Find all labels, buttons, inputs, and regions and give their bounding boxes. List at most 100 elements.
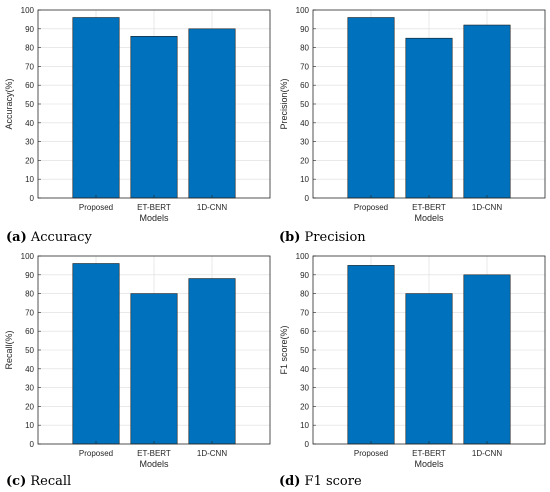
y-tick-label: 90	[300, 25, 309, 34]
y-tick-label: 80	[25, 290, 34, 299]
axes-box	[37, 9, 271, 199]
y-tick-label: 20	[300, 156, 309, 165]
x-tick-label: Proposed	[79, 203, 113, 212]
bar-proposed	[347, 265, 395, 445]
bar-proposed	[347, 17, 395, 199]
y-tick-label: 90	[300, 271, 309, 280]
y-tick-label: 20	[300, 402, 309, 411]
axes-box	[312, 255, 546, 445]
y-tick-label: 40	[25, 119, 34, 128]
chart-recall: 0 10 20 30 40 50 60 70 80 90 100 Proposed ET-BERT 1D-…	[4, 252, 271, 469]
y-tick-label: 50	[300, 346, 309, 355]
x-axis-label: Models	[139, 459, 169, 469]
axes-box	[312, 9, 546, 199]
chart-accuracy: 0 10 20 30 40 50 60 70 80 90 100 Proposed ET-BERT 1D-…	[4, 6, 271, 223]
axes-box	[37, 255, 271, 445]
chart-panel-recall: 0 10 20 30 40 50 60 70 80 90 100 Proposed ET-BERT 1D-…	[0, 246, 275, 476]
y-axis-label: Recall(%)	[4, 330, 14, 369]
y-tick-label: 70	[25, 62, 34, 71]
y-tick-label: 80	[25, 44, 34, 53]
caption-letter: (c)	[6, 474, 27, 489]
y-tick-label: 30	[25, 138, 34, 147]
y-tick-label: 0	[305, 440, 310, 449]
y-tick-label: 60	[25, 327, 34, 336]
x-tick-label: 1D-CNN	[472, 449, 502, 458]
y-tick-label: 100	[296, 6, 310, 15]
x-tick-label: ET-BERT	[137, 203, 171, 212]
x-axis-label: Models	[414, 213, 444, 223]
caption-text: F1 score	[304, 474, 362, 489]
y-tick-label: 100	[21, 252, 35, 261]
bar-et-bert	[130, 293, 178, 445]
y-tick-label: 100	[21, 6, 35, 15]
caption-letter: (d)	[279, 474, 301, 489]
y-axis-label: Accuracy(%)	[4, 78, 14, 129]
bar-et-bert	[405, 37, 453, 199]
y-tick-label: 90	[25, 25, 34, 34]
y-tick-label: 30	[25, 384, 34, 393]
y-tick-label: 100	[296, 252, 310, 261]
y-tick-label: 90	[25, 271, 34, 280]
y-axis-label: Precision(%)	[279, 78, 289, 129]
y-tick-label: 80	[300, 44, 309, 53]
chart-panel-precision: 0 10 20 30 40 50 60 70 80 90 100 Proposed ET-BERT 1D-…	[275, 0, 550, 230]
bar-et-bert	[405, 293, 453, 445]
caption-letter: (b)	[279, 230, 301, 245]
bar-proposed	[72, 17, 120, 199]
chart-precision: 0 10 20 30 40 50 60 70 80 90 100 Proposed ET-BERT 1D-…	[279, 6, 546, 223]
x-tick-label: ET-BERT	[412, 203, 446, 212]
y-tick-label: 0	[305, 194, 310, 203]
chart-panel-accuracy: 0 10 20 30 40 50 60 70 80 90 100 Proposed ET-BERT 1D-…	[0, 0, 275, 230]
y-tick-label: 10	[25, 421, 34, 430]
y-tick-label: 80	[300, 290, 309, 299]
bar-1d-cnn	[463, 24, 511, 199]
y-tick-label: 50	[25, 346, 34, 355]
x-tick-label: Proposed	[354, 449, 388, 458]
caption-letter: (a)	[6, 230, 27, 245]
y-tick-label: 70	[25, 308, 34, 317]
caption-accuracy: (a) Accuracy	[6, 230, 92, 245]
y-tick-label: 60	[300, 327, 309, 336]
y-tick-label: 0	[30, 194, 35, 203]
y-tick-label: 60	[25, 81, 34, 90]
y-tick-label: 70	[300, 62, 309, 71]
y-tick-label: 0	[30, 440, 35, 449]
x-tick-label: Proposed	[354, 203, 388, 212]
y-tick-label: 40	[25, 365, 34, 374]
x-tick-label: ET-BERT	[412, 449, 446, 458]
y-tick-label: 20	[25, 156, 34, 165]
bar-1d-cnn	[463, 274, 511, 445]
bar-1d-cnn	[188, 28, 236, 199]
caption-recall: (c) Recall	[6, 474, 71, 489]
x-tick-label: Proposed	[79, 449, 113, 458]
x-tick-label: 1D-CNN	[197, 203, 227, 212]
chart-panel-f1-score: 0 10 20 30 40 50 60 70 80 90 100 Proposed ET-BERT 1D-…	[275, 246, 550, 476]
x-axis-label: Models	[414, 459, 444, 469]
y-tick-label: 70	[300, 308, 309, 317]
caption-precision: (b) Precision	[279, 230, 366, 245]
y-axis-label: F1 score(%)	[279, 325, 289, 374]
y-tick-label: 50	[25, 100, 34, 109]
caption-text: Precision	[304, 230, 366, 245]
bar-1d-cnn	[188, 278, 236, 445]
y-tick-label: 20	[25, 402, 34, 411]
y-tick-label: 30	[300, 138, 309, 147]
y-tick-label: 10	[300, 175, 309, 184]
chart-f1-score: 0 10 20 30 40 50 60 70 80 90 100 Proposed ET-BERT 1D-…	[279, 252, 546, 469]
x-tick-label: 1D-CNN	[472, 203, 502, 212]
y-tick-label: 40	[300, 365, 309, 374]
bar-proposed	[72, 263, 120, 445]
y-tick-label: 30	[300, 384, 309, 393]
y-tick-label: 10	[300, 421, 309, 430]
y-tick-label: 60	[300, 81, 309, 90]
y-tick-label: 50	[300, 100, 309, 109]
caption-f1-score: (d) F1 score	[279, 474, 362, 489]
caption-text: Recall	[30, 474, 72, 489]
caption-text: Accuracy	[30, 230, 92, 245]
x-tick-label: ET-BERT	[137, 449, 171, 458]
x-tick-label: 1D-CNN	[197, 449, 227, 458]
bar-et-bert	[130, 36, 178, 199]
y-tick-label: 10	[25, 175, 34, 184]
x-axis-label: Models	[139, 213, 169, 223]
y-tick-label: 40	[300, 119, 309, 128]
